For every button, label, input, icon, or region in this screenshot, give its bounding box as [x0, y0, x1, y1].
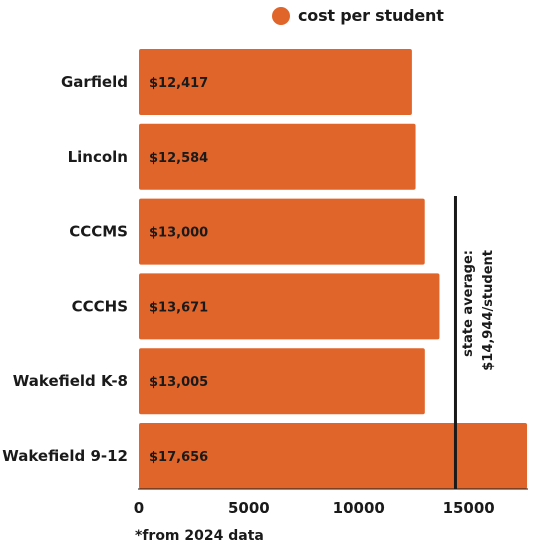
- category-label: Garfield: [61, 73, 128, 91]
- data-label: $13,005: [149, 375, 208, 390]
- category-label: Lincoln: [68, 148, 128, 166]
- category-label: Wakefield 9-12: [2, 447, 128, 465]
- legend-swatch: [272, 6, 290, 25]
- category-label: Wakefield K-8: [13, 372, 128, 390]
- bar: [139, 423, 528, 489]
- data-label: $12,417: [149, 76, 208, 91]
- legend: cost per student: [272, 6, 444, 25]
- reference-line-label: state average:: [461, 250, 476, 357]
- bar: [139, 198, 425, 265]
- x-tick-label: 10000: [333, 499, 385, 517]
- x-tick-label: 5000: [228, 499, 270, 517]
- legend-label: cost per student: [298, 6, 444, 25]
- x-tick-label: 0: [134, 499, 144, 517]
- x-tick-label: 15000: [443, 499, 495, 517]
- bar: [139, 348, 425, 415]
- bar: [139, 273, 440, 340]
- bar: [139, 123, 416, 190]
- category-label: CCCHS: [72, 297, 128, 315]
- bar: [139, 49, 412, 115]
- data-label: $13,000: [149, 226, 208, 241]
- reference-line-label: $14,944/student: [481, 250, 496, 371]
- data-label: $12,584: [149, 151, 208, 166]
- footnote: *from 2024 data: [135, 528, 264, 544]
- data-label: $17,656: [149, 450, 208, 465]
- data-label: $13,671: [149, 300, 208, 315]
- category-label: CCCMS: [69, 223, 128, 241]
